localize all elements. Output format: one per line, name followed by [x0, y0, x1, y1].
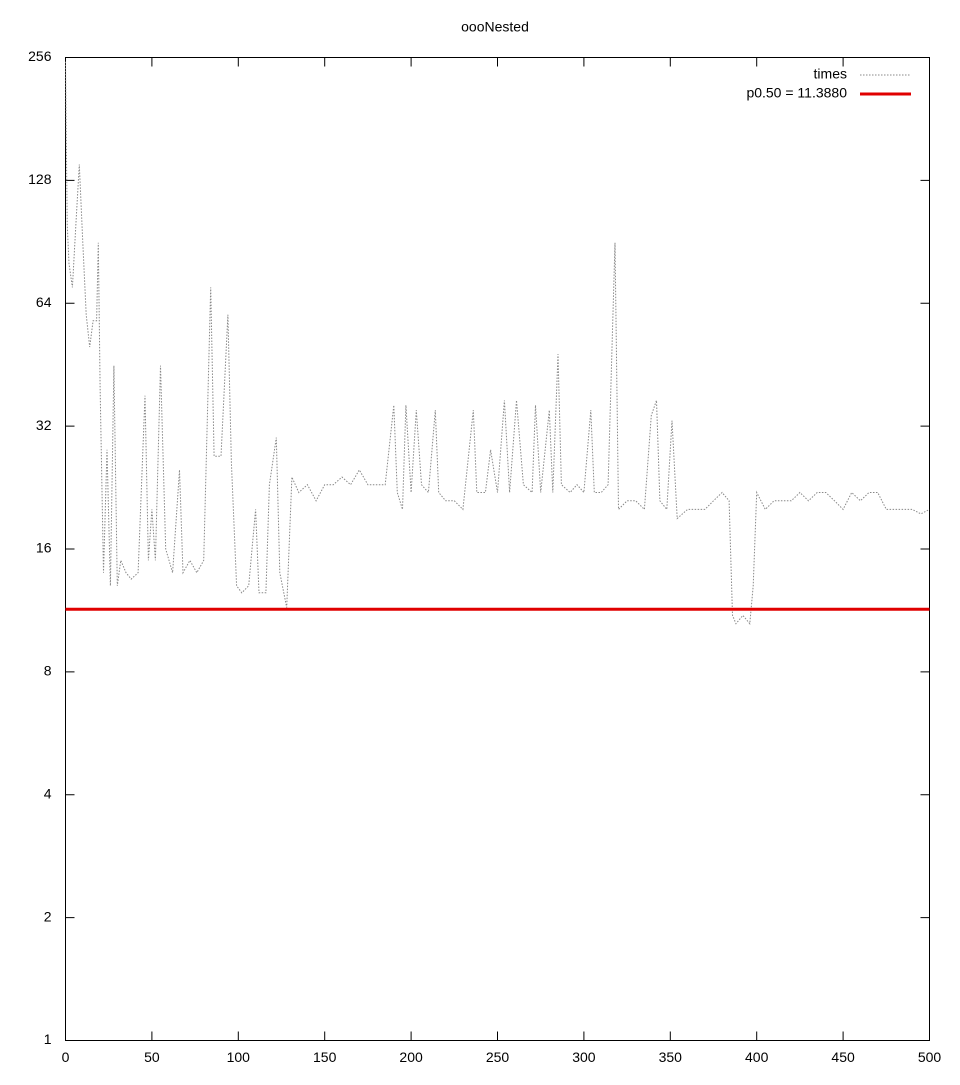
y-tick-label: 128 — [28, 171, 52, 187]
y-tick-label: 1 — [44, 1031, 52, 1047]
x-tick-label: 350 — [659, 1049, 683, 1065]
y-tick-label: 16 — [36, 540, 52, 556]
y-tick-label: 32 — [36, 417, 52, 433]
x-tick-label: 400 — [745, 1049, 769, 1065]
chart-title: oooNested — [461, 19, 529, 35]
y-tick-label: 256 — [28, 48, 52, 64]
x-tick-label: 0 — [62, 1049, 70, 1065]
x-tick-label: 100 — [227, 1049, 251, 1065]
x-tick-label: 150 — [313, 1049, 337, 1065]
x-tick-label: 200 — [399, 1049, 423, 1065]
y-tick-label: 2 — [44, 908, 52, 924]
series-line — [65, 61, 930, 625]
legend-label: p0.50 = 11.3880 — [746, 85, 847, 101]
x-tick-label: 50 — [144, 1049, 160, 1065]
x-tick-label: 500 — [918, 1049, 942, 1065]
y-tick-label: 64 — [36, 294, 52, 310]
x-tick-label: 250 — [486, 1049, 510, 1065]
y-tick-label: 4 — [44, 785, 52, 801]
y-tick-label: 8 — [44, 663, 52, 679]
x-tick-label: 450 — [831, 1049, 855, 1065]
x-tick-label: 300 — [572, 1049, 596, 1065]
legend-label: times — [814, 66, 847, 82]
